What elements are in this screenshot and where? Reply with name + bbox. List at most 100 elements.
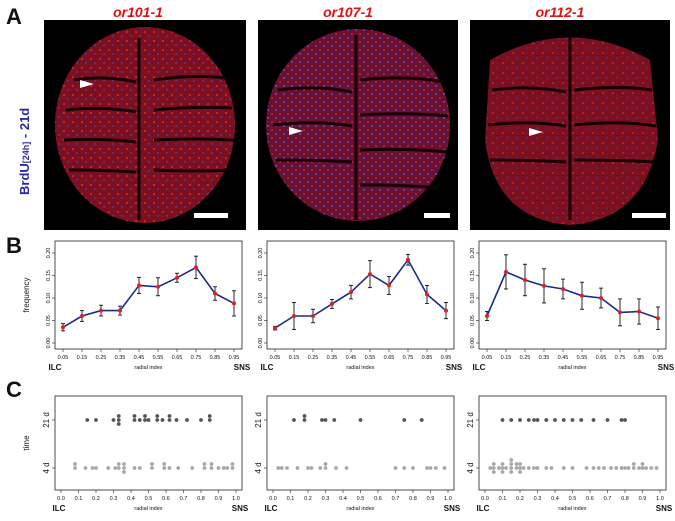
data-point <box>523 278 527 282</box>
data-point <box>599 296 603 300</box>
dot-point <box>584 466 589 470</box>
x-axis-label: radial index <box>346 506 374 512</box>
y-tick-label: 0.00 <box>46 338 52 349</box>
dot-point <box>150 466 154 470</box>
dot-point <box>544 466 549 470</box>
x-axis-label: radial index <box>558 365 586 371</box>
data-point <box>330 301 334 306</box>
dot-point <box>344 466 349 470</box>
x-tick-label: 0.6 <box>162 496 170 502</box>
dot-point <box>491 462 496 466</box>
dot-point <box>596 466 601 470</box>
dot-point <box>535 466 540 470</box>
dot-point <box>640 466 645 470</box>
sns-label: SNS <box>658 363 675 372</box>
x-tick-label: 0.0 <box>269 496 277 502</box>
dot-point <box>631 466 636 470</box>
dot-point <box>207 418 212 422</box>
data-point <box>637 309 641 314</box>
dot-point <box>637 466 641 470</box>
y-axis-label-time: time <box>22 435 31 451</box>
data-point <box>137 283 141 288</box>
x-axis-label: radial index <box>558 506 586 512</box>
dot-point <box>302 418 307 422</box>
ilc-label: ILC <box>477 504 490 513</box>
dot-point <box>90 466 95 470</box>
sns-label: SNS <box>234 363 251 372</box>
dot-point <box>209 462 214 466</box>
dot-point <box>162 462 167 466</box>
dot-point <box>509 470 514 474</box>
ilc-label: ILC <box>265 504 278 513</box>
plot-frame <box>266 395 455 491</box>
dot-point <box>323 466 328 470</box>
dot-point <box>402 466 407 470</box>
x-tick-label: 0.8 <box>409 496 417 502</box>
micrograph-or107 <box>258 20 458 230</box>
series-line <box>274 258 447 329</box>
dot-point <box>570 466 575 470</box>
strain-title-or112: or112-1 <box>535 4 585 20</box>
dot-point <box>500 466 505 470</box>
dot-point <box>605 418 610 422</box>
x-tick-label: 0.5 <box>569 496 577 502</box>
dot-point <box>640 462 645 466</box>
x-tick-label: 0.95 <box>441 355 452 361</box>
dot-point <box>143 414 147 418</box>
dot-point <box>122 470 126 474</box>
x-tick-label: 0.4 <box>551 496 559 502</box>
dot-point <box>488 466 493 470</box>
y-tick-label: 0.00 <box>470 338 476 349</box>
x-tick-label: 0.85 <box>422 355 433 361</box>
dot-point <box>122 466 126 470</box>
data-point <box>485 314 489 318</box>
dot-point <box>221 466 226 470</box>
data-point <box>118 308 122 313</box>
dot-point <box>155 414 160 418</box>
dot-point <box>518 462 522 466</box>
x-tick-label: 0.65 <box>172 355 183 361</box>
dot-point <box>323 418 328 422</box>
dot-point <box>132 414 137 418</box>
dot-point <box>285 466 289 470</box>
x-tick-label: 0.75 <box>191 355 202 361</box>
dot-point <box>358 418 363 422</box>
dot-point <box>500 462 505 466</box>
arrowhead-icon <box>80 80 94 88</box>
dot-point <box>113 466 118 470</box>
dot-point <box>209 466 214 470</box>
x-tick-label: 0.15 <box>77 355 88 361</box>
dot-point <box>167 466 172 470</box>
x-tick-label: 0.9 <box>427 496 435 502</box>
dot-point <box>532 418 536 422</box>
x-tick-label: 0.5 <box>145 496 153 502</box>
y-category-label: 4 d <box>466 462 475 473</box>
dot-point <box>306 466 310 470</box>
sns-label: SNS <box>446 363 463 372</box>
y-tick-label: 0.20 <box>46 248 52 259</box>
dot-point <box>425 466 429 470</box>
dot-point <box>626 466 631 470</box>
y-axis-label-frequency: frequency <box>22 277 31 312</box>
dot-point <box>609 466 613 470</box>
dot-point <box>419 418 424 422</box>
dot-point <box>514 462 519 466</box>
x-tick-label: 0.9 <box>639 496 647 502</box>
dot-point <box>279 466 284 470</box>
dot-point <box>549 466 554 470</box>
panel-label-c: C <box>6 377 22 402</box>
dot-point <box>302 414 307 418</box>
dot-point <box>116 462 121 466</box>
dot-point <box>521 466 526 470</box>
scale-bar <box>424 213 450 218</box>
x-tick-label: 0.05 <box>58 355 69 361</box>
dot-point <box>526 418 531 422</box>
dot-point <box>491 466 496 470</box>
dot-point <box>619 466 624 470</box>
dot-point <box>106 466 111 470</box>
dot-point <box>561 466 566 470</box>
data-point <box>292 314 296 318</box>
dot-point <box>132 418 137 422</box>
data-point <box>80 314 84 318</box>
data-point <box>406 257 410 262</box>
